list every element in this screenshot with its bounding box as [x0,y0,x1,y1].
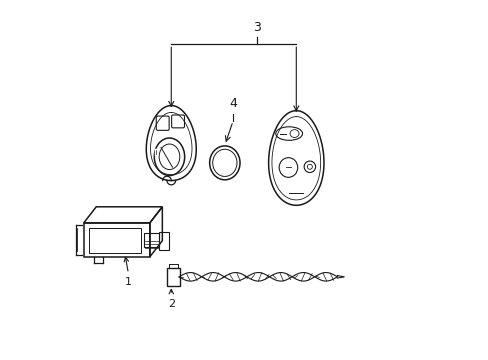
Text: 3: 3 [253,21,261,33]
Text: 4: 4 [229,97,237,111]
Text: 2: 2 [167,298,175,309]
Text: 1: 1 [124,277,132,287]
